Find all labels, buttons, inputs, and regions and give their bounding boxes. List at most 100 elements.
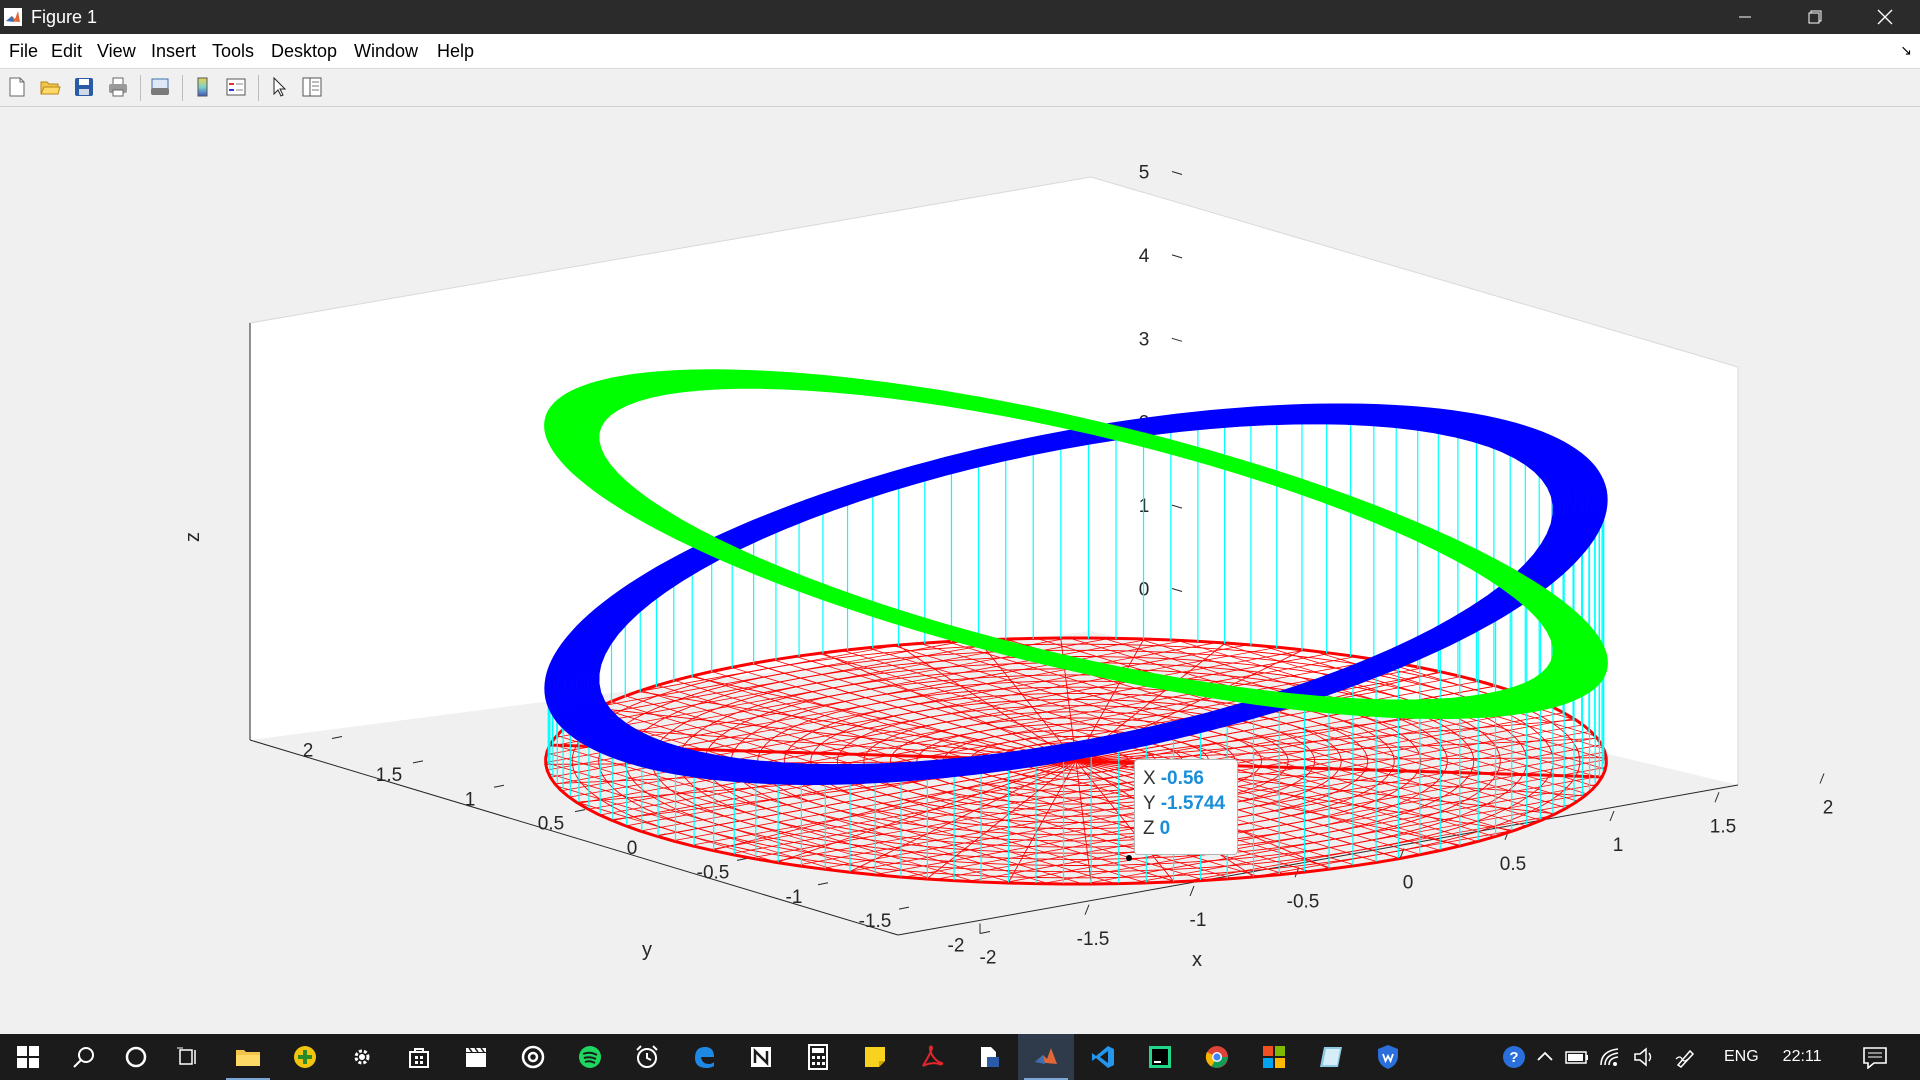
mesh-gridline — [867, 647, 1495, 838]
settings-icon — [354, 1049, 370, 1065]
x-axis-label: x — [1192, 949, 1202, 971]
window-title: Figure 1 — [31, 7, 98, 27]
open-file-icon — [40, 81, 61, 95]
green-ellipse-curve — [544, 369, 1608, 719]
menu-edit[interactable]: Edit — [51, 41, 83, 61]
dock-arrow-icon[interactable]: ↘ — [1900, 42, 1912, 58]
vpn-shield-icon — [1378, 1045, 1398, 1069]
menu-bar: File Edit View Insert Tools Desktop Wind… — [0, 34, 1920, 69]
blue-ellipse-curve — [544, 403, 1608, 785]
save-button[interactable] — [71, 74, 97, 100]
taskbar-matlab[interactable] — [1018, 1034, 1074, 1080]
taskbar-file-explorer[interactable] — [220, 1034, 276, 1080]
datatip-y-value: -1.5744 — [1160, 793, 1226, 814]
datatip-x-row: X -0.56 — [1143, 766, 1229, 791]
taskbar-store[interactable] — [391, 1034, 447, 1080]
taskbar-task-view[interactable] — [160, 1034, 216, 1080]
menu-insert[interactable]: Insert — [151, 41, 197, 61]
taskbar-pycharm[interactable] — [1132, 1034, 1188, 1080]
axes-3d[interactable]: -2 -1.5 -1 -0.5 0 0.5 1 1.5 2 -2 -1.5 -1 -0.5 0 0.5 1 1.… — [0, 107, 1920, 1034]
pen-workspace-icon[interactable] — [1674, 1045, 1700, 1069]
print-button[interactable] — [105, 74, 131, 100]
taskbar-app-plus[interactable] — [277, 1034, 333, 1080]
notifications-icon[interactable] — [1862, 1045, 1888, 1069]
open-file-button[interactable] — [37, 74, 63, 100]
taskbar-calculator[interactable] — [790, 1034, 846, 1080]
x-tick-label: 0.5 — [1500, 854, 1526, 875]
close-button[interactable] — [1850, 0, 1920, 34]
blue-edge — [544, 403, 1608, 785]
mesh-gridline — [919, 643, 1527, 827]
new-figure-icon — [9, 77, 25, 97]
x-tick-mark — [1714, 792, 1720, 803]
insert-legend-button[interactable] — [223, 74, 249, 100]
calculator-icon — [808, 1044, 828, 1070]
edit-plot-button[interactable] — [266, 74, 292, 100]
taskbar-cortana[interactable] — [108, 1034, 164, 1080]
x-tick-mark — [1084, 904, 1090, 915]
taskbar-settings[interactable] — [334, 1034, 390, 1080]
x-tick-label: 0 — [1403, 873, 1414, 894]
datatip-y-row: Y -1.5744 — [1143, 791, 1229, 816]
taskbar-acrobat[interactable] — [904, 1034, 960, 1080]
menu-view[interactable]: View — [97, 41, 136, 61]
edit-plot-arrow-icon — [273, 76, 287, 97]
taskbar-video-editor[interactable] — [448, 1034, 504, 1080]
minimize-button[interactable] — [1710, 0, 1780, 34]
taskbar-spotify[interactable] — [562, 1034, 618, 1080]
datatip-z-label: Z — [1143, 818, 1155, 839]
datatip-marker[interactable] — [1126, 855, 1132, 861]
menu-desktop[interactable]: Desktop — [271, 41, 338, 61]
taskbar-colorful-app[interactable] — [1246, 1034, 1302, 1080]
figure-canvas[interactable]: -2 -1.5 -1 -0.5 0 0.5 1 1.5 2 -2 -1.5 -1 -0.5 0 0.5 1 1.… — [0, 107, 1920, 1034]
wifi-icon[interactable] — [1598, 1045, 1624, 1069]
y-tick-mark — [736, 857, 748, 861]
taskbar-paint-app[interactable] — [1303, 1034, 1359, 1080]
green-edge — [544, 369, 1608, 719]
print-icon — [109, 77, 127, 97]
taskbar-sticky-notes[interactable] — [847, 1034, 903, 1080]
battery-icon[interactable] — [1564, 1045, 1590, 1069]
help-circle-icon[interactable]: ? — [1502, 1045, 1526, 1069]
restore-button[interactable] — [1780, 0, 1850, 34]
z-tick-mark — [1171, 254, 1183, 259]
taskbar-chrome[interactable] — [1189, 1034, 1245, 1080]
taskbar-edge[interactable] — [676, 1034, 732, 1080]
y-axis-line — [249, 739, 899, 936]
taskbar-notion[interactable] — [733, 1034, 789, 1080]
language-indicator[interactable]: ENG — [1724, 1048, 1759, 1065]
matlab-logo-icon — [4, 8, 22, 26]
menu-tools[interactable]: Tools — [212, 41, 255, 61]
mesh-gridline — [946, 641, 1542, 821]
mesh-gridline — [588, 663, 1402, 810]
menu-window[interactable]: Window — [354, 41, 419, 61]
mesh-gridline — [773, 659, 1421, 856]
y-tick-label: 0 — [627, 838, 638, 859]
paint-app-icon — [1320, 1047, 1342, 1067]
taskbar-file-converter[interactable] — [961, 1034, 1017, 1080]
taskbar-alarms[interactable] — [619, 1034, 675, 1080]
x-tick-label: -0.5 — [1287, 891, 1320, 912]
volume-icon[interactable] — [1632, 1045, 1658, 1069]
property-inspector-button[interactable] — [299, 74, 325, 100]
insert-colorbar-button[interactable] — [190, 74, 216, 100]
menu-file[interactable]: File — [9, 41, 39, 61]
new-figure-button[interactable] — [4, 74, 30, 100]
datatip-x-value: -0.56 — [1160, 768, 1204, 789]
taskbar-media-player[interactable] — [505, 1034, 561, 1080]
media-player-icon — [521, 1045, 545, 1069]
x-tick-label: 1.5 — [1710, 816, 1736, 837]
taskbar-search[interactable] — [56, 1034, 112, 1080]
taskbar-vscode[interactable] — [1075, 1034, 1131, 1080]
y-tick-label: -2 — [948, 936, 965, 957]
taskbar-vpn[interactable] — [1360, 1034, 1416, 1080]
chevron-up-icon[interactable] — [1534, 1045, 1556, 1069]
start-button[interactable] — [0, 1034, 56, 1080]
task-view-icon — [177, 1047, 196, 1065]
store-icon — [409, 1048, 429, 1068]
print-preview-icon — [151, 78, 169, 95]
clock[interactable]: 22:11 — [1782, 1048, 1822, 1065]
print-preview-button[interactable] — [147, 74, 173, 100]
menu-help[interactable]: Help — [437, 41, 475, 61]
